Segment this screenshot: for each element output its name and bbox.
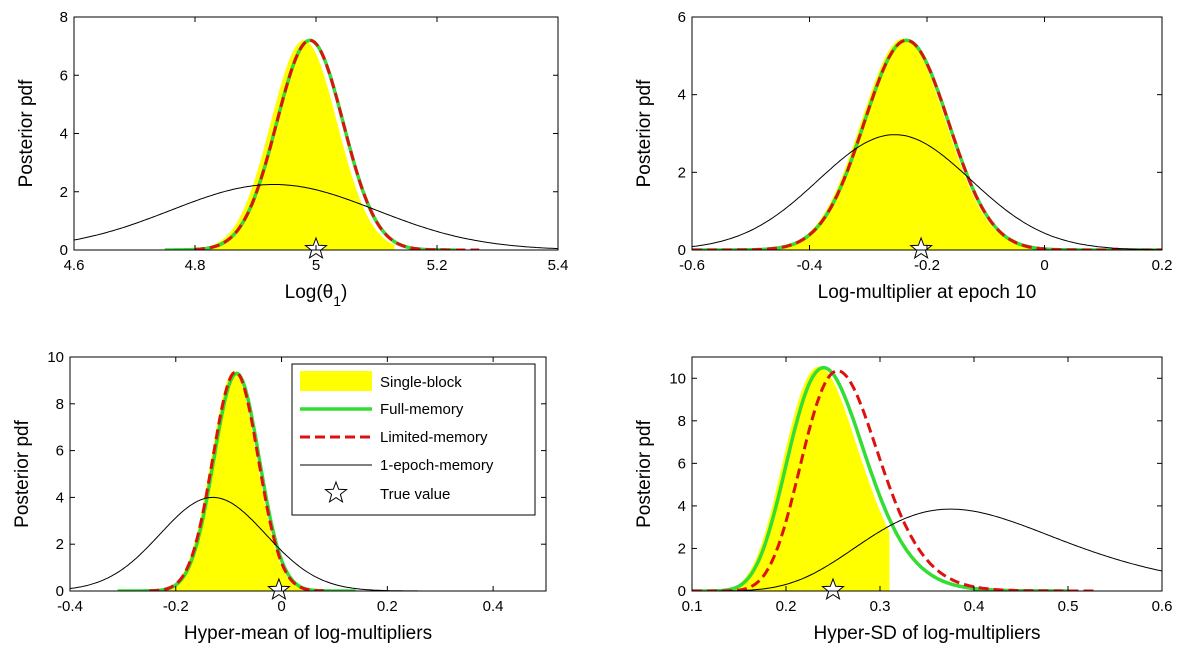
x-tick-label: 0.5 [1058, 598, 1079, 615]
panel-bottom-left: -0.4 -0.2 0 0.2 0.4 0 2 4 6 8 10 Hyper-mean of log-… [12, 349, 547, 644]
x-tick-label: 0.1 [682, 598, 703, 615]
x-tick-label: 5.2 [427, 257, 448, 274]
y-tick-label: 0 [678, 242, 686, 259]
x-axis-title: Hyper-mean of log-multipliers [184, 623, 432, 644]
legend-entry-limited-memory: Limited-memory [300, 429, 488, 446]
plot-area [692, 365, 1162, 591]
x-tick-label: 0.4 [964, 598, 985, 615]
y-tick-label: 0 [56, 583, 64, 600]
x-tick-label: 0.3 [870, 598, 891, 615]
y-axis-title: Posterior pdf [12, 419, 33, 527]
x-axis-title: Log-multiplier at epoch 10 [818, 282, 1037, 303]
x-tick-label: -0.4 [57, 598, 83, 615]
series-limited-memory-line [692, 369, 1097, 591]
y-tick-label: 4 [678, 498, 686, 515]
x-tick-label: -0.4 [797, 257, 823, 274]
x-tick-label: -0.6 [679, 257, 705, 274]
y-tick-label: 4 [56, 489, 64, 506]
y-tick-label: 4 [678, 87, 686, 104]
x-tick-label: 0.4 [483, 598, 504, 615]
series-single-block-area [165, 371, 308, 591]
y-tick-label: 8 [56, 396, 64, 413]
y-tick-label: 2 [56, 536, 64, 553]
plot-area [74, 38, 558, 250]
series-limited-memory-line [148, 370, 325, 591]
series-single-block-area [207, 40, 395, 250]
legend-label-limited-memory: Limited-memory [380, 429, 488, 446]
y-tick-label: 8 [60, 9, 68, 26]
x-tick-label: 0.2 [776, 598, 797, 615]
legend-entry-true-value: True value [324, 480, 450, 504]
legend-swatch-single-block [300, 371, 372, 391]
plot-area [692, 38, 1162, 250]
y-tick-label: 6 [678, 455, 686, 472]
y-tick-label: 6 [56, 443, 64, 460]
panel-top-right: -0.6 -0.4 -0.2 0 0.2 0 2 4 6 Log-multiplier at ep… [634, 9, 1172, 303]
legend-star-icon [324, 480, 348, 504]
y-tick-label: 10 [669, 370, 686, 387]
x-tick-label: 5 [312, 257, 320, 274]
legend-entry-one-epoch-memory: 1-epoch-memory [300, 457, 494, 474]
x-tick-label: 4.6 [64, 257, 85, 274]
x-tick-label: 0.2 [377, 598, 398, 615]
true-value-star-icon [267, 577, 291, 601]
x-tick-label: 4.8 [185, 257, 206, 274]
x-axis-title: Hyper-SD of log-multipliers [813, 623, 1040, 644]
y-tick-label: 6 [678, 9, 686, 26]
x-tick-label: 0 [1040, 257, 1048, 274]
y-tick-label: 0 [60, 242, 68, 259]
y-tick-label: 0 [678, 583, 686, 600]
series-one-epoch-memory-line [692, 508, 1162, 591]
series-single-block-area [692, 366, 890, 591]
y-axis-title: Posterior pdf [16, 79, 37, 187]
y-tick-label: 2 [60, 184, 68, 201]
y-tick-label: 4 [60, 126, 68, 143]
legend-label-full-memory: Full-memory [380, 401, 464, 418]
legend-entry-full-memory: Full-memory [300, 401, 464, 418]
legend: Single-block Full-memory Limited-memory … [291, 363, 536, 516]
series-one-epoch-memory-line [692, 134, 1162, 250]
x-tick-label: 0 [277, 598, 285, 615]
series-one-epoch-memory-line [70, 496, 435, 591]
y-tick-label: 2 [678, 540, 686, 557]
legend-label-true-value: True value [380, 486, 450, 503]
x-tick-label: 0.6 [1152, 598, 1173, 615]
series-limited-memory-line [692, 38, 1162, 250]
y-axis-title: Posterior pdf [634, 79, 655, 187]
panel-top-left: 4.6 4.8 5 5.2 5.4 0 2 4 6 8 Log(θ1) Posterior pdf [16, 9, 568, 309]
y-tick-label: 6 [60, 67, 68, 84]
x-tick-label: 0.2 [1152, 257, 1173, 274]
x-tick-label: 5.4 [548, 257, 569, 274]
legend-label-single-block: Single-block [380, 374, 462, 391]
legend-label-one-epoch-memory: 1-epoch-memory [380, 457, 494, 474]
y-tick-label: 8 [678, 413, 686, 430]
y-tick-label: 10 [47, 349, 64, 366]
x-tick-label: -0.2 [163, 598, 189, 615]
x-tick-label: -0.2 [914, 257, 940, 274]
legend-entry-single-block: Single-block [300, 371, 462, 391]
y-axis-title: Posterior pdf [634, 419, 655, 527]
series-one-epoch-memory-line [74, 184, 558, 250]
axes-box [691, 356, 1163, 592]
true-value-star-icon [821, 577, 845, 601]
y-tick-label: 2 [678, 164, 686, 181]
true-value-star-icon [909, 236, 933, 260]
x-axis-title: Log(θ1) [285, 282, 348, 309]
panel-bottom-right: 0.1 0.2 0.3 0.4 0.5 0.6 0 2 4 6 8 10 Hyper-SD of log… [634, 356, 1173, 644]
axes-box [69, 356, 547, 592]
